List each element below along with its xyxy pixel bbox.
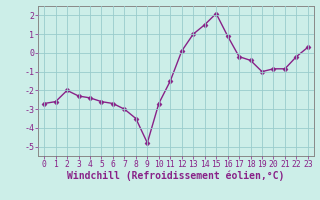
X-axis label: Windchill (Refroidissement éolien,°C): Windchill (Refroidissement éolien,°C) <box>67 171 285 181</box>
